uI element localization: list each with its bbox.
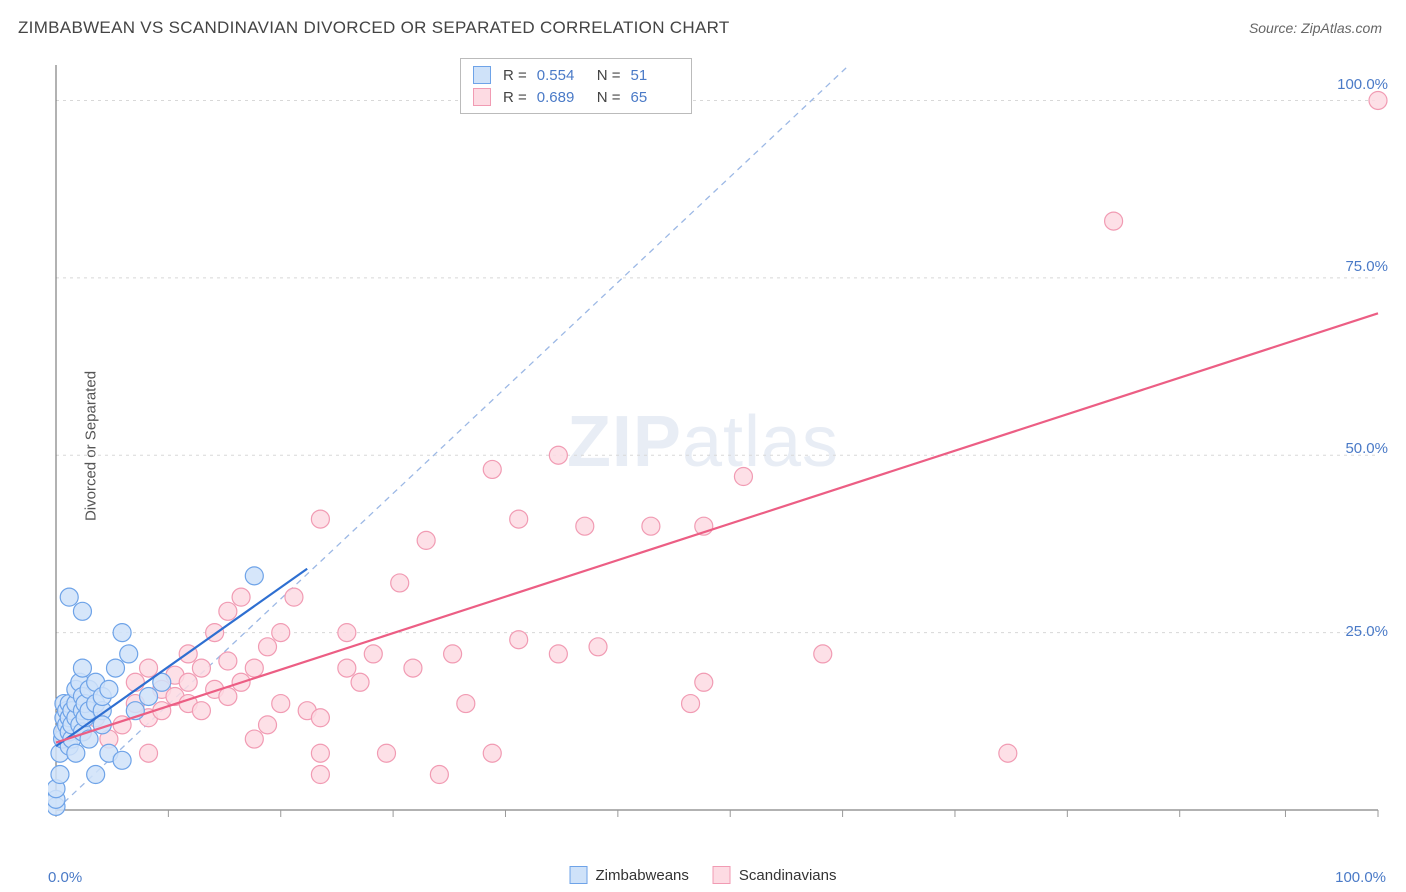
legend-item-scandinavians: Scandinavians (713, 866, 837, 884)
xtick-right: 100.0% (1335, 869, 1386, 886)
r-value-1: 0.689 (537, 89, 585, 106)
r-value-0: 0.554 (537, 67, 585, 84)
plot-area (48, 55, 1388, 840)
chart-title: ZIMBABWEAN VS SCANDINAVIAN DIVORCED OR S… (18, 18, 730, 38)
legend-series: Zimbabweans Scandinavians (570, 866, 837, 884)
legend-swatch-zimbabweans-bottom (570, 866, 588, 884)
ytick-100: 100.0% (1337, 76, 1388, 93)
chart-container: ZIMBABWEAN VS SCANDINAVIAN DIVORCED OR S… (0, 0, 1406, 892)
legend-item-zimbabweans: Zimbabweans (570, 866, 689, 884)
r-label: R = (503, 89, 527, 106)
ytick-50: 50.0% (1345, 440, 1388, 457)
legend-swatch-scandinavians (473, 88, 491, 106)
legend-label-scandinavians: Scandinavians (739, 867, 837, 884)
xtick-left: 0.0% (48, 869, 82, 886)
n-label: N = (597, 67, 621, 84)
source-attribution: Source: ZipAtlas.com (1249, 20, 1382, 36)
n-value-0: 51 (631, 67, 679, 84)
n-value-1: 65 (631, 89, 679, 106)
legend-swatch-zimbabweans (473, 66, 491, 84)
legend-swatch-scandinavians-bottom (713, 866, 731, 884)
n-label: N = (597, 89, 621, 106)
legend-stats-row-0: R = 0.554 N = 51 (473, 64, 679, 86)
legend-label-zimbabweans: Zimbabweans (596, 867, 689, 884)
ytick-75: 75.0% (1345, 258, 1388, 275)
legend-stats-row-1: R = 0.689 N = 65 (473, 86, 679, 108)
ytick-25: 25.0% (1345, 623, 1388, 640)
r-label: R = (503, 67, 527, 84)
legend-stats: R = 0.554 N = 51 R = 0.689 N = 65 (460, 58, 692, 114)
chart-svg (48, 55, 1388, 840)
